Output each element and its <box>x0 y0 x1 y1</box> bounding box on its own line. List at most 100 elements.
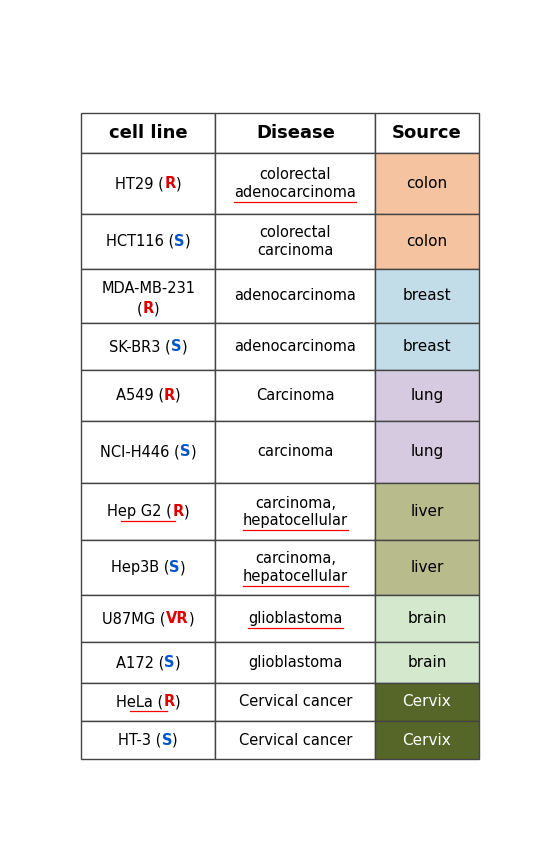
Bar <box>81 642 215 683</box>
Text: Cervix: Cervix <box>402 694 452 710</box>
Bar <box>375 268 479 323</box>
Bar <box>81 421 215 483</box>
Bar <box>215 323 375 370</box>
Text: brain: brain <box>407 655 447 670</box>
Text: R: R <box>164 176 175 191</box>
Bar <box>375 370 479 421</box>
Text: HCT116 (: HCT116 ( <box>106 234 174 249</box>
Bar <box>375 323 479 370</box>
Text: S: S <box>180 445 191 459</box>
Text: U87MG (: U87MG ( <box>102 611 166 626</box>
Bar <box>375 113 479 153</box>
Bar <box>215 421 375 483</box>
Bar <box>81 721 215 759</box>
Text: R: R <box>143 302 154 316</box>
Text: Cervix: Cervix <box>402 733 452 748</box>
Text: ): ) <box>191 445 196 459</box>
Text: SK-BR3 (: SK-BR3 ( <box>109 339 171 354</box>
Text: S: S <box>174 234 185 249</box>
Bar <box>81 113 215 153</box>
Bar <box>215 541 375 595</box>
Bar <box>81 541 215 595</box>
Text: Hep G2 (: Hep G2 ( <box>108 505 172 519</box>
Text: liver: liver <box>410 505 444 519</box>
Text: ): ) <box>188 611 194 626</box>
Bar <box>81 370 215 421</box>
Bar <box>81 268 215 323</box>
Text: VR: VR <box>166 611 188 626</box>
Bar <box>81 153 215 214</box>
Bar <box>375 642 479 683</box>
Bar <box>81 683 215 721</box>
Text: ): ) <box>180 560 186 575</box>
Bar <box>375 421 479 483</box>
Text: NCI-H446 (: NCI-H446 ( <box>100 445 180 459</box>
Bar <box>215 268 375 323</box>
Text: R: R <box>164 388 175 403</box>
Bar <box>215 370 375 421</box>
Text: ): ) <box>175 655 180 670</box>
Text: lung: lung <box>411 445 443 459</box>
Text: A172 (: A172 ( <box>116 655 164 670</box>
Text: glioblastoma: glioblastoma <box>248 611 342 626</box>
Bar <box>215 113 375 153</box>
Bar <box>375 541 479 595</box>
Bar <box>81 323 215 370</box>
Text: Disease: Disease <box>256 123 335 141</box>
Bar <box>375 483 479 541</box>
Text: lung: lung <box>411 388 443 403</box>
Text: glioblastoma: glioblastoma <box>248 655 342 670</box>
Text: (: ( <box>137 302 143 316</box>
Text: S: S <box>169 560 180 575</box>
Bar <box>375 595 479 642</box>
Text: ): ) <box>154 302 159 316</box>
Text: carcinoma: carcinoma <box>257 445 334 459</box>
Text: Carcinoma: Carcinoma <box>256 388 335 403</box>
Text: ): ) <box>173 733 178 748</box>
Text: colon: colon <box>406 234 448 249</box>
Text: breast: breast <box>403 339 452 354</box>
Text: ): ) <box>175 176 181 191</box>
Text: S: S <box>162 733 173 748</box>
Text: brain: brain <box>407 611 447 626</box>
Bar <box>215 642 375 683</box>
Text: Cervical cancer: Cervical cancer <box>239 694 352 710</box>
Text: cell line: cell line <box>109 123 187 141</box>
Text: A549 (: A549 ( <box>116 388 164 403</box>
Text: ): ) <box>181 339 187 354</box>
Text: breast: breast <box>403 288 452 303</box>
Text: Source: Source <box>392 123 462 141</box>
Text: MDA-MB-231: MDA-MB-231 <box>101 281 195 296</box>
Bar <box>375 153 479 214</box>
Text: ): ) <box>175 694 180 710</box>
Text: R: R <box>163 694 175 710</box>
Bar <box>215 721 375 759</box>
Bar <box>215 153 375 214</box>
Text: ): ) <box>185 234 191 249</box>
Text: HT29 (: HT29 ( <box>115 176 164 191</box>
Text: adenocarcinoma: adenocarcinoma <box>234 288 357 303</box>
Text: Hep3B (: Hep3B ( <box>111 560 169 575</box>
Text: colorectal
carcinoma: colorectal carcinoma <box>257 225 334 258</box>
Bar <box>375 214 479 268</box>
Bar <box>81 595 215 642</box>
Text: adenocarcinoma: adenocarcinoma <box>234 339 357 354</box>
Text: HeLa (: HeLa ( <box>116 694 163 710</box>
Text: S: S <box>171 339 181 354</box>
Bar <box>375 683 479 721</box>
Bar <box>81 483 215 541</box>
Bar <box>215 214 375 268</box>
Bar <box>215 683 375 721</box>
Text: colon: colon <box>406 176 448 191</box>
Text: S: S <box>164 655 175 670</box>
Text: carcinoma,
hepatocellular: carcinoma, hepatocellular <box>243 552 348 584</box>
Bar <box>215 595 375 642</box>
Bar <box>81 214 215 268</box>
Text: ): ) <box>175 388 181 403</box>
Bar <box>215 483 375 541</box>
Text: HT-3 (: HT-3 ( <box>118 733 162 748</box>
Text: carcinoma,
hepatocellular: carcinoma, hepatocellular <box>243 495 348 528</box>
Text: Cervical cancer: Cervical cancer <box>239 733 352 748</box>
Text: colorectal
adenocarcinoma: colorectal adenocarcinoma <box>234 167 357 200</box>
Text: liver: liver <box>410 560 444 575</box>
